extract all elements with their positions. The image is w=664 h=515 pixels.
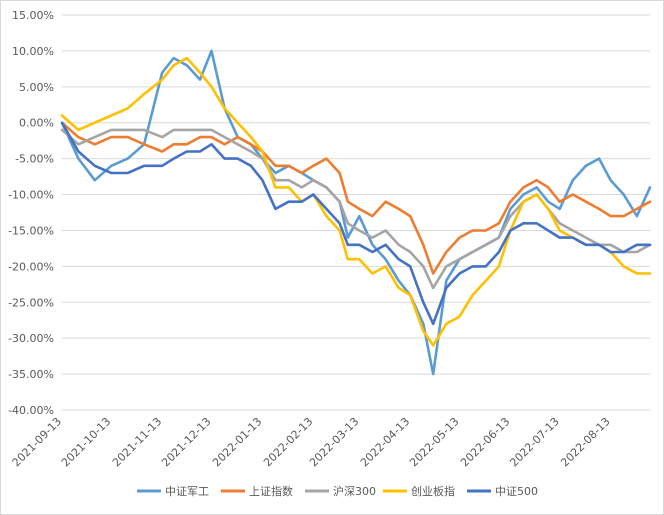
legend: 中证军工 上证指数 沪深300 创业板指 中证500 — [137, 484, 538, 498]
x-tick-label: 2022-03-13 — [307, 415, 361, 469]
y-tick-label: -30.00% — [8, 332, 54, 345]
y-tick-label: -40.00% — [8, 404, 54, 417]
legend-label: 上证指数 — [249, 484, 293, 498]
series-line-5 — [60, 121, 652, 326]
y-tick-label: 10.00% — [12, 45, 54, 58]
legend-item: 上证指数 — [221, 484, 293, 498]
legend-item: 中证军工 — [137, 485, 209, 498]
legend-label: 沪深300 — [333, 484, 376, 498]
legend-label: 中证500 — [495, 485, 538, 498]
grid-lines — [62, 14, 650, 411]
x-tick-label: 2022-05-13 — [407, 415, 461, 469]
x-tick-label: 2021-12-13 — [159, 415, 213, 469]
y-tick-label: -25.00% — [8, 296, 54, 309]
y-tick-label: -15.00% — [8, 224, 54, 237]
x-tick-label: 2022-08-13 — [558, 415, 612, 469]
series-lines — [60, 49, 652, 376]
y-tick-label: -5.00% — [15, 153, 54, 166]
legend-label: 创业板指 — [411, 484, 455, 498]
x-tick-label: 2021-09-13 — [10, 415, 64, 469]
legend-item: 中证500 — [467, 485, 538, 498]
x-tick-label: 2022-01-13 — [210, 415, 264, 469]
series-line-4 — [60, 56, 652, 347]
x-tick-label: 2022-04-13 — [358, 415, 412, 469]
x-tick-label: 2021-10-13 — [59, 415, 113, 469]
series-line-3 — [60, 128, 652, 290]
series-line-1 — [60, 49, 652, 376]
y-tick-label: 5.00% — [19, 81, 54, 94]
x-tick-label: 2021-11-13 — [110, 415, 164, 469]
x-axis-ticks: 2021-09-132021-10-132021-11-132021-12-13… — [10, 415, 613, 469]
legend-label: 中证军工 — [165, 485, 209, 498]
legend-item: 沪深300 — [305, 484, 376, 498]
x-tick-label: 2022-06-13 — [458, 415, 512, 469]
y-tick-label: -20.00% — [8, 260, 54, 273]
legend-item: 创业板指 — [383, 484, 455, 498]
y-axis-ticks: 15.00% 10.00% 5.00% 0.00% -5.00% -10.00% -15.0… — [8, 9, 54, 417]
series-line-2 — [60, 121, 652, 275]
y-tick-label: 0.00% — [19, 117, 54, 130]
y-tick-label: -10.00% — [8, 189, 54, 202]
y-tick-label: 15.00% — [12, 9, 54, 22]
x-tick-label: 2022-07-13 — [507, 415, 561, 469]
y-tick-label: -35.00% — [8, 368, 54, 381]
